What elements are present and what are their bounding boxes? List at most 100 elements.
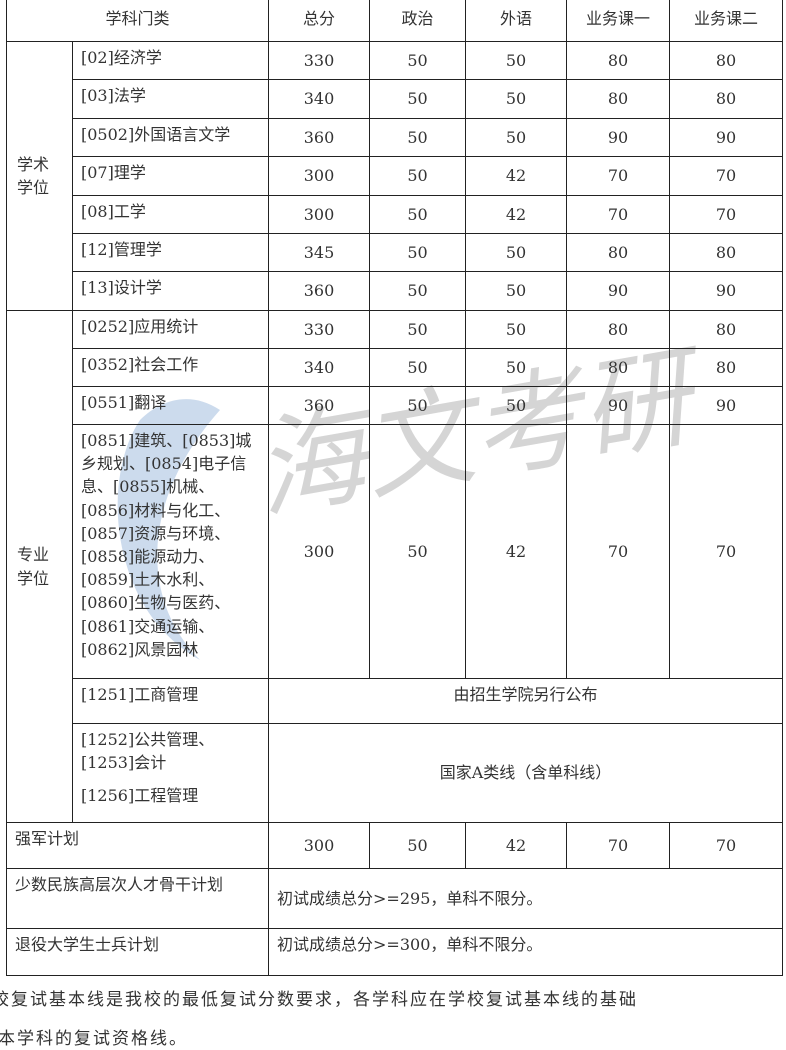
plan-name: 少数民族高层次人才骨干计划: [5, 868, 270, 929]
score-cell: 50: [465, 118, 568, 157]
score-cell: 90: [669, 386, 784, 425]
score-cell: 50: [369, 118, 467, 157]
score-cell: 70: [669, 822, 784, 869]
header-cell: 业务课一: [566, 0, 671, 42]
score-cell: 50: [465, 348, 568, 387]
subject-name: [02]经济学: [71, 41, 270, 80]
table-row: [0851]建筑、[0853]城乡规划、[0854]电子信息、[0855]机械、…: [7, 424, 784, 679]
header-cell: 政治: [369, 0, 467, 42]
score-cell: 70: [566, 822, 671, 869]
subject-name: [12]管理学: [71, 233, 270, 272]
score-cell: 50: [369, 271, 467, 311]
score-cell: 42: [465, 424, 568, 679]
academic-label: 学术学位: [6, 41, 73, 311]
score-cell: 360: [268, 118, 371, 157]
subject-name: [0352]社会工作: [71, 348, 270, 387]
subject-name: [0551]翻译: [71, 386, 270, 425]
table-row: 退役大学生士兵计划 初试成绩总分>=300，单科不限分。: [5, 928, 784, 976]
score-cell: 50: [369, 233, 467, 272]
score-cell: 80: [669, 233, 784, 272]
table-row: [0551]翻译 360 50 50 90 90: [7, 386, 784, 425]
subject-name: [1252]公共管理、[1253]会计 [1256]工程管理: [71, 723, 270, 823]
professional-label: 专业学位: [6, 310, 73, 823]
score-cell: 80: [669, 79, 784, 119]
score-cell: 70: [566, 424, 671, 679]
score-cell: 80: [566, 41, 671, 80]
score-cell: 70: [566, 195, 671, 234]
score-cell: 80: [669, 310, 784, 349]
score-cell: 50: [369, 195, 467, 234]
score-cell: 330: [268, 310, 371, 349]
score-cell: 90: [669, 271, 784, 311]
score-cell: 70: [669, 195, 784, 234]
score-cell: 50: [369, 79, 467, 119]
footnote-line-2: 本学科的复试资格线。: [0, 1029, 188, 1049]
score-cell: 42: [465, 156, 568, 196]
score-cell: 300: [268, 822, 371, 869]
score-cell: 50: [465, 271, 568, 311]
table-row: [12]管理学 345 50 50 80 80: [7, 233, 784, 272]
score-cell: 42: [465, 822, 568, 869]
table-row: [08]工学 300 50 42 70 70: [7, 195, 784, 234]
table-row: 学术学位 [02]经济学 330 50 50 80 80: [6, 41, 784, 311]
table-row: [1252]公共管理、[1253]会计 [1256]工程管理 国家A类线（含单科线）: [7, 723, 784, 823]
header-row: 学科门类 总分 政治 外语 业务课一 业务课二: [5, 0, 784, 42]
note-cell: 由招生学院另行公布: [268, 678, 784, 724]
score-cell: 300: [268, 424, 371, 679]
score-cell: 70: [669, 156, 784, 196]
score-cell: 50: [369, 310, 467, 349]
score-cell: 300: [268, 195, 371, 234]
score-cell: 80: [669, 41, 784, 80]
subject-name: [0851]建筑、[0853]城乡规划、[0854]电子信息、[0855]机械、…: [71, 424, 270, 679]
subject-name: [03]法学: [71, 79, 270, 119]
score-cell: 80: [566, 79, 671, 119]
score-cell: 42: [465, 195, 568, 234]
score-cell: 50: [465, 310, 568, 349]
table-row: [03]法学 340 50 50 80 80: [7, 79, 784, 119]
subject-name: [1251]工商管理: [71, 678, 270, 724]
score-cell: 50: [465, 386, 568, 425]
score-cell: 340: [268, 348, 371, 387]
subject-name: [07]理学: [71, 156, 270, 196]
subject-name: [0252]应用统计: [71, 310, 270, 349]
subject-name: [0502]外国语言文学: [71, 118, 270, 157]
note-cell: 初试成绩总分>=295，单科不限分。: [268, 868, 784, 929]
score-cell: 330: [268, 41, 371, 80]
table-row: [07]理学 300 50 42 70 70: [7, 156, 784, 196]
score-cell: 50: [369, 41, 467, 80]
table-row: 专业学位 [0252]应用统计 330 50 50 80 80: [6, 310, 784, 823]
score-cell: 70: [566, 156, 671, 196]
score-cell: 90: [566, 271, 671, 311]
score-cell: 80: [566, 310, 671, 349]
score-cell: 50: [465, 233, 568, 272]
score-table: 学科门类 总分 政治 外语 业务课一 业务课二 学术学位 [02]经济学 330 50…: [5, 0, 784, 976]
table-row: 强军计划 300 50 42 70 70: [5, 822, 784, 869]
header-cell: 外语: [465, 0, 568, 42]
score-cell: 80: [566, 348, 671, 387]
score-cell: 50: [465, 79, 568, 119]
score-cell: 300: [268, 156, 371, 196]
score-cell: 360: [268, 271, 371, 311]
header-cell: 总分: [268, 0, 371, 42]
score-cell: 80: [669, 348, 784, 387]
score-cell: 90: [669, 118, 784, 157]
header-cell: 业务课二: [669, 0, 784, 42]
subject-name: [08]工学: [71, 195, 270, 234]
header-cell: 学科门类: [5, 0, 270, 42]
note-cell: 初试成绩总分>=300，单科不限分。: [268, 928, 784, 976]
plan-name: 退役大学生士兵计划: [5, 928, 270, 976]
note-cell: 国家A类线（含单科线）: [268, 723, 784, 823]
score-cell: 50: [465, 41, 568, 80]
score-cell: 80: [566, 233, 671, 272]
score-cell: 345: [268, 233, 371, 272]
table-row: [13]设计学 360 50 50 90 90: [7, 271, 784, 311]
table-row: [0502]外国语言文学 360 50 50 90 90: [7, 118, 784, 157]
score-cell: 50: [369, 424, 467, 679]
score-cell: 340: [268, 79, 371, 119]
score-cell: 50: [369, 386, 467, 425]
score-cell: 360: [268, 386, 371, 425]
score-cell: 90: [566, 118, 671, 157]
table-row: 少数民族高层次人才骨干计划 初试成绩总分>=295，单科不限分。: [5, 868, 784, 929]
table-row: [1251]工商管理 由招生学院另行公布: [7, 678, 784, 724]
score-cell: 50: [369, 348, 467, 387]
